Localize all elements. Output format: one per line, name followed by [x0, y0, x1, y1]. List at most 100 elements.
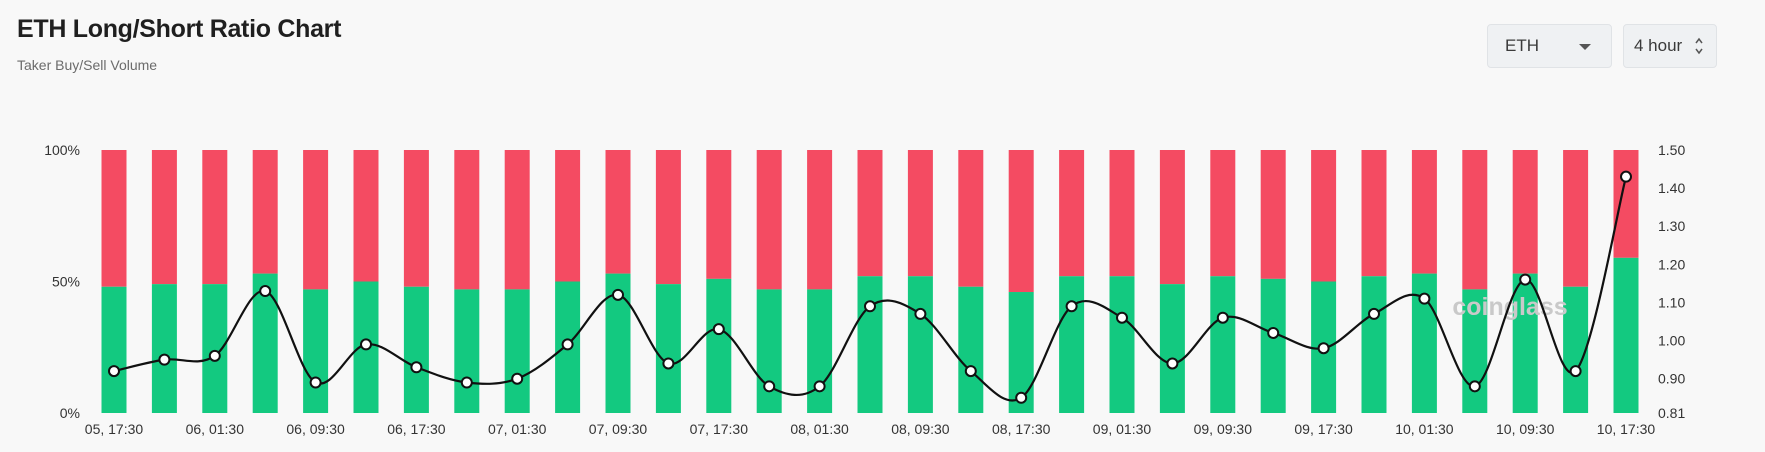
ratio-point[interactable] — [410, 361, 423, 374]
ratio-point[interactable] — [1368, 307, 1380, 320]
ratio-point[interactable] — [1317, 342, 1330, 355]
x-tick-label: 06, 09:30 — [286, 421, 345, 437]
bar-sell — [1109, 150, 1135, 277]
ratio-point[interactable] — [1418, 292, 1431, 305]
x-tick-label: 06, 17:30 — [387, 421, 446, 437]
bar-buy — [303, 289, 329, 413]
bar-buy — [101, 286, 127, 413]
ratio-point[interactable] — [108, 365, 120, 378]
ratio-point[interactable] — [158, 353, 171, 366]
bar-buy — [756, 289, 782, 413]
ratio-point[interactable] — [763, 380, 776, 393]
bar-buy — [1159, 284, 1185, 413]
bar-buy — [907, 276, 933, 413]
bar-buy — [1109, 276, 1135, 413]
ratio-point[interactable] — [561, 338, 574, 351]
bar-buy — [202, 284, 228, 413]
ratio-point[interactable] — [662, 357, 675, 370]
bar-sell — [1159, 150, 1185, 285]
bar-sell — [1059, 150, 1085, 277]
x-tick-label: 07, 01:30 — [488, 421, 547, 437]
bar-sell — [655, 150, 681, 285]
bar-sell — [1411, 150, 1437, 274]
ratio-line-layer — [108, 170, 1632, 404]
symbol-select-value: ETH — [1505, 36, 1539, 55]
x-tick-label: 05, 17:30 — [85, 421, 144, 437]
ratio-point[interactable] — [1065, 300, 1078, 313]
bar-layer — [101, 150, 1639, 413]
x-tick-label: 07, 09:30 — [589, 421, 648, 437]
bar-sell — [1311, 150, 1337, 282]
ratio-point[interactable] — [813, 380, 826, 393]
interval-select-value: 4 hour — [1634, 36, 1683, 55]
ratio-point[interactable] — [1468, 380, 1481, 393]
ratio-point[interactable] — [864, 300, 876, 313]
y-left-tick-label: 0% — [60, 405, 80, 421]
bar-buy — [857, 276, 883, 413]
bar-buy — [1260, 278, 1286, 413]
bar-sell — [807, 150, 833, 290]
bar-sell — [1210, 150, 1236, 277]
ratio-point[interactable] — [1116, 311, 1128, 324]
interval-select[interactable]: 4 hour — [1623, 24, 1717, 68]
x-tick-label: 08, 17:30 — [992, 421, 1051, 437]
page-title: ETH Long/Short Ratio Chart — [17, 15, 342, 43]
watermark: coinglass — [1452, 293, 1567, 321]
ratio-point[interactable] — [259, 285, 272, 298]
bar-sell — [151, 150, 177, 285]
bar-sell — [1563, 150, 1589, 287]
x-tick-label: 09, 17:30 — [1294, 421, 1353, 437]
bar-buy — [151, 284, 177, 413]
x-tick-label: 10, 01:30 — [1395, 421, 1454, 437]
x-tick-label: 06, 01:30 — [186, 421, 245, 437]
bar-sell — [303, 150, 329, 290]
bar-sell — [958, 150, 984, 287]
ratio-point[interactable] — [1620, 170, 1632, 183]
symbol-select[interactable]: ETH — [1487, 24, 1612, 68]
bar-buy — [403, 286, 429, 413]
y-right-tick-label: 1.00 — [1658, 333, 1685, 349]
bar-buy — [807, 289, 833, 413]
bar-buy — [1563, 286, 1589, 413]
bar-buy — [1512, 273, 1538, 413]
x-tick-label: 09, 01:30 — [1093, 421, 1152, 437]
bar-sell — [403, 150, 429, 287]
ratio-point[interactable] — [1216, 311, 1229, 324]
y-right-tick-label: 1.30 — [1658, 218, 1685, 234]
bar-sell — [605, 150, 631, 274]
bar-sell — [706, 150, 732, 279]
x-tick-label: 07, 17:30 — [690, 421, 749, 437]
bar-sell — [353, 150, 379, 282]
ratio-point[interactable] — [1166, 357, 1179, 370]
y-right-tick-label: 0.81 — [1658, 405, 1685, 421]
bar-buy — [1059, 276, 1085, 413]
bar-buy — [1613, 257, 1639, 413]
ratio-point[interactable] — [1519, 273, 1532, 286]
bar-buy — [504, 289, 530, 413]
ratio-point[interactable] — [712, 323, 725, 336]
ratio-point[interactable] — [1015, 391, 1028, 404]
bar-buy — [706, 278, 732, 413]
y-left-tick-label: 100% — [44, 142, 80, 158]
ratio-point[interactable] — [1267, 326, 1280, 339]
ratio-point[interactable] — [309, 376, 322, 389]
ratio-point[interactable] — [208, 349, 221, 362]
bar-sell — [202, 150, 228, 285]
bar-sell — [454, 150, 480, 290]
ratio-point[interactable] — [360, 338, 372, 351]
x-tick-label: 08, 01:30 — [790, 421, 849, 437]
ratio-point[interactable] — [964, 365, 977, 378]
ratio-point[interactable] — [511, 372, 524, 385]
y-right-tick-label: 1.40 — [1658, 180, 1685, 196]
ratio-point[interactable] — [914, 307, 927, 320]
bar-buy — [1210, 276, 1236, 413]
ratio-point[interactable] — [612, 288, 624, 301]
y-left-tick-label: 50% — [52, 274, 80, 290]
y-right-tick-label: 0.90 — [1658, 371, 1685, 387]
bar-sell — [1613, 150, 1639, 258]
ratio-point[interactable] — [460, 376, 473, 389]
ratio-point[interactable] — [1569, 365, 1582, 378]
sort-updown-icon — [1695, 37, 1703, 55]
y-right-tick-label: 1.10 — [1658, 294, 1685, 310]
